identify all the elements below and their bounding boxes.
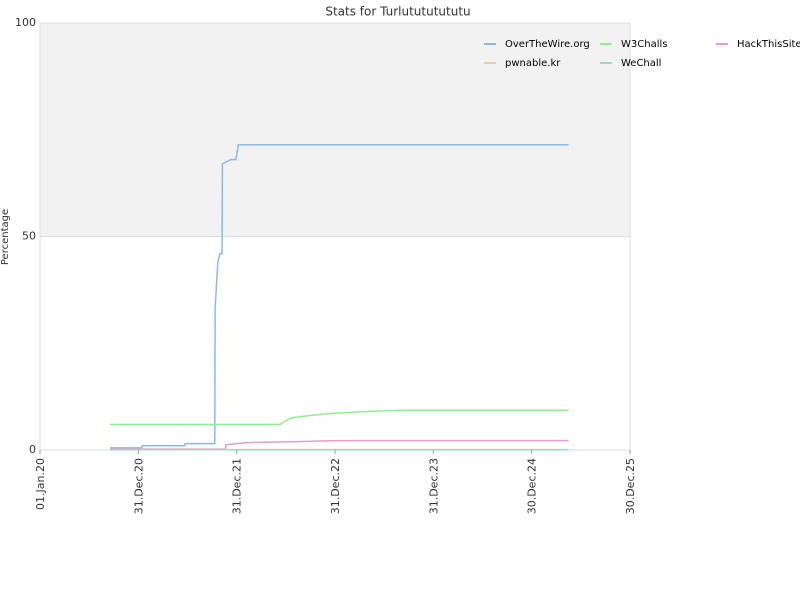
x-tick-label: 30.Dec.24 [526,458,539,514]
x-tick-label: 01.Jan.20 [34,458,47,510]
legend-label: HackThisSite [737,39,800,50]
plot-band [40,23,630,237]
x-tick-label: 30.Dec.25 [624,458,637,514]
x-tick-label: 31.Dec.20 [132,458,145,514]
series-line [110,409,569,426]
y-tick-label: 0 [29,443,36,456]
legend-label: pwnable.kr [505,58,561,69]
x-tick-label: 31.Dec.23 [427,458,440,514]
x-tick-label: 31.Dec.22 [329,458,342,514]
legend-label: WeChall [621,58,661,69]
y-axis-label: Percentage [0,209,11,265]
legend-label: W3Challs [621,39,667,50]
y-tick-label: 100 [15,16,36,29]
chart-title: Stats for Turlutututututu [325,5,470,19]
legend-label: OverTheWire.org [505,39,590,50]
plot-band [40,236,630,450]
y-tick-label: 50 [22,230,36,243]
series-line [110,143,569,449]
x-tick-label: 31.Dec.21 [231,458,244,514]
